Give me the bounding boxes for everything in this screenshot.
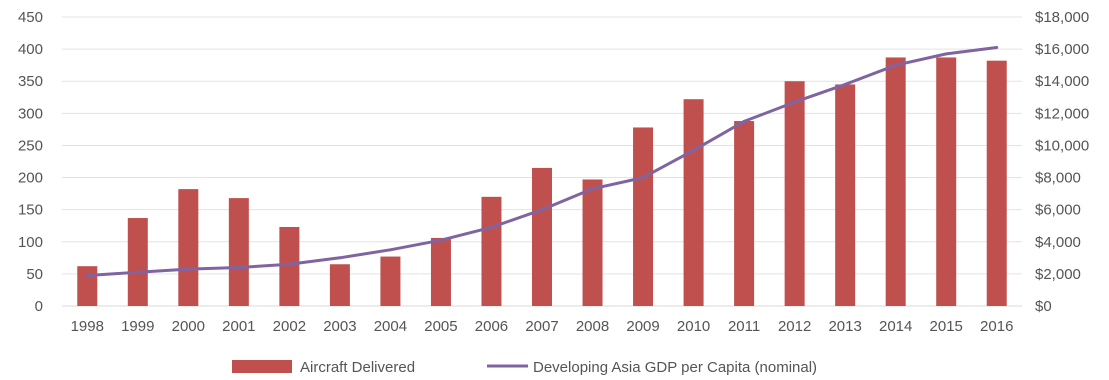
bar-2014 <box>885 57 906 307</box>
left-tick-label: 350 <box>18 73 43 90</box>
bar-2006 <box>481 196 502 306</box>
x-tick-label: 2002 <box>273 318 306 335</box>
gdp-point-2014 <box>894 63 898 67</box>
bar-2009 <box>633 127 654 306</box>
legend-label-gdp: Developing Asia GDP per Capita (nominal) <box>533 359 817 376</box>
bar-series <box>77 57 1007 307</box>
gdp-point-2012 <box>793 100 797 104</box>
right-tick-label: $8,000 <box>1035 170 1081 187</box>
x-tick-label: 2008 <box>576 318 609 335</box>
gdp-point-1998 <box>85 274 89 277</box>
gdp-point-2016 <box>995 46 999 49</box>
x-tick-label: 1998 <box>71 318 104 335</box>
left-tick-label: 100 <box>18 234 43 251</box>
bar-2000 <box>178 189 199 306</box>
right-tick-label: $6,000 <box>1035 202 1081 219</box>
x-tick-label: 2009 <box>626 318 659 335</box>
legend-swatch-aircraft <box>232 360 292 373</box>
right-tick-label: $14,000 <box>1035 73 1089 90</box>
gdp-point-2004 <box>389 248 392 252</box>
right-tick-label: $2,000 <box>1035 266 1081 283</box>
right-tick-label: $0 <box>1035 298 1052 315</box>
x-tick-label: 1999 <box>121 318 154 335</box>
right-tick-label: $4,000 <box>1035 234 1081 251</box>
gdp-point-2009 <box>641 176 645 179</box>
gdp-point-2011 <box>742 119 746 123</box>
x-tick-label: 2016 <box>980 318 1013 335</box>
bar-2012 <box>784 81 805 306</box>
line-series <box>85 46 999 277</box>
x-tick-label: 2012 <box>778 318 811 335</box>
bar-2001 <box>228 198 249 306</box>
x-tick-label: 2015 <box>930 318 963 335</box>
gdp-point-2003 <box>338 256 342 260</box>
gdp-point-2002 <box>287 262 291 266</box>
gdp-point-2007 <box>540 208 544 212</box>
right-tick-label: $18,000 <box>1035 9 1089 26</box>
bar-2011 <box>734 121 755 306</box>
x-tick-label: 2011 <box>728 318 760 335</box>
gdp-point-1999 <box>136 270 140 274</box>
x-tick-label: 2014 <box>879 318 912 335</box>
gdp-point-2008 <box>591 187 594 191</box>
x-tick-label: 2004 <box>374 318 407 335</box>
x-tick-label: 2005 <box>424 318 457 335</box>
left-tick-label: 150 <box>18 202 43 219</box>
gdp-point-2013 <box>843 83 847 86</box>
x-tick-label: 2013 <box>828 318 861 335</box>
left-tick-label: 50 <box>26 266 43 283</box>
legend-label-aircraft: Aircraft Delivered <box>300 359 415 376</box>
right-tick-label: $12,000 <box>1035 105 1089 122</box>
bar-1999 <box>127 218 148 306</box>
left-tick-label: 300 <box>18 105 43 122</box>
left-tick-label: 250 <box>18 137 43 154</box>
bar-2016 <box>986 60 1007 306</box>
bar-2005 <box>430 237 451 306</box>
left-tick-label: 200 <box>18 170 43 187</box>
gdp-point-2010 <box>692 148 695 152</box>
bar-2004 <box>380 256 401 306</box>
x-tick-label: 2001 <box>222 318 255 335</box>
gdp-point-2006 <box>490 225 493 229</box>
bar-1998 <box>77 266 98 306</box>
left-tick-label: 450 <box>18 9 43 26</box>
x-tick-label: 2010 <box>677 318 710 335</box>
x-tick-label: 2003 <box>323 318 356 335</box>
legend: Aircraft Delivered Developing Asia GDP p… <box>232 359 817 376</box>
gdp-point-2000 <box>186 267 190 271</box>
bar-2015 <box>936 57 957 307</box>
left-axis-ticks: 0 50 100 150 200 250 300 350 400 450 <box>18 9 43 315</box>
right-tick-label: $10,000 <box>1035 137 1089 154</box>
x-tick-label: 2007 <box>525 318 558 335</box>
bar-2003 <box>329 264 350 306</box>
left-tick-label: 400 <box>18 41 43 58</box>
bar-2013 <box>835 84 856 306</box>
bar-2008 <box>582 179 603 306</box>
bar-2007 <box>532 167 552 306</box>
gdp-point-2015 <box>944 52 948 56</box>
x-tick-label: 2006 <box>475 318 508 335</box>
bar-2010 <box>683 99 704 307</box>
right-tick-label: $16,000 <box>1035 41 1089 58</box>
gdp-point-2005 <box>439 238 443 242</box>
right-axis-ticks: $0 $2,000 $4,000 $6,000 $8,000 $10,000 $12,000… <box>1035 9 1089 315</box>
x-tick-label: 2000 <box>172 318 205 335</box>
left-tick-label: 0 <box>35 298 43 315</box>
gdp-point-2001 <box>237 266 241 269</box>
bar-2002 <box>279 227 300 306</box>
x-axis-ticks: 1998 1999 2000 2001 2002 2003 2004 2005 2006 2007… <box>71 318 1014 335</box>
